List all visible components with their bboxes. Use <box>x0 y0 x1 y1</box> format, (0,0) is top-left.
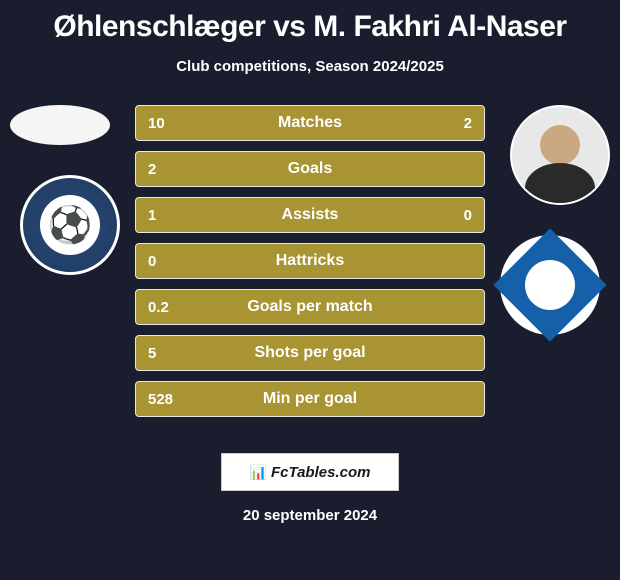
stat-left-value: 528 <box>148 391 173 408</box>
stats-area: 10 Matches 2 2 Goals 1 Assists 0 0 Hattr… <box>0 105 620 435</box>
stat-right-value: 2 <box>464 115 472 132</box>
stat-label: Hattricks <box>276 252 344 270</box>
stat-label: Assists <box>282 206 339 224</box>
stat-label: Matches <box>278 114 342 132</box>
season-subtitle: Club competitions, Season 2024/2025 <box>0 58 620 75</box>
stat-row-assists: 1 Assists 0 <box>135 197 485 233</box>
stat-row-mpg: 528 Min per goal <box>135 381 485 417</box>
stat-label: Goals <box>288 160 332 178</box>
stat-left-value: 0.2 <box>148 299 169 316</box>
comparison-title: Øhlenschlæger vs M. Fakhri Al-Naser <box>0 0 620 44</box>
stat-label: Min per goal <box>263 390 357 408</box>
team-right-badge <box>500 235 600 335</box>
stat-left-value: 5 <box>148 345 156 362</box>
stat-left-value: 1 <box>148 207 156 224</box>
player-left-avatar <box>10 105 110 145</box>
soccer-ball-icon <box>40 195 100 255</box>
stat-row-hattricks: 0 Hattricks <box>135 243 485 279</box>
logo-text: FcTables.com <box>271 464 370 481</box>
stat-left-value: 0 <box>148 253 156 270</box>
stat-right-value: 0 <box>464 207 472 224</box>
stat-bars-container: 10 Matches 2 2 Goals 1 Assists 0 0 Hattr… <box>135 105 485 427</box>
stat-left-value: 10 <box>148 115 165 132</box>
footer-date: 20 september 2024 <box>0 507 620 524</box>
stat-left-value: 2 <box>148 161 156 178</box>
stat-row-goals: 2 Goals <box>135 151 485 187</box>
stat-row-gpm: 0.2 Goals per match <box>135 289 485 325</box>
player-right-avatar <box>510 105 610 205</box>
stat-row-spg: 5 Shots per goal <box>135 335 485 371</box>
stat-row-matches: 10 Matches 2 <box>135 105 485 141</box>
fctables-logo: 📊 FcTables.com <box>221 453 399 491</box>
swan-badge-icon <box>493 228 606 341</box>
stat-label: Goals per match <box>247 298 372 316</box>
chart-icon: 📊 <box>250 464 267 481</box>
stat-label: Shots per goal <box>254 344 365 362</box>
team-left-badge <box>20 175 120 275</box>
